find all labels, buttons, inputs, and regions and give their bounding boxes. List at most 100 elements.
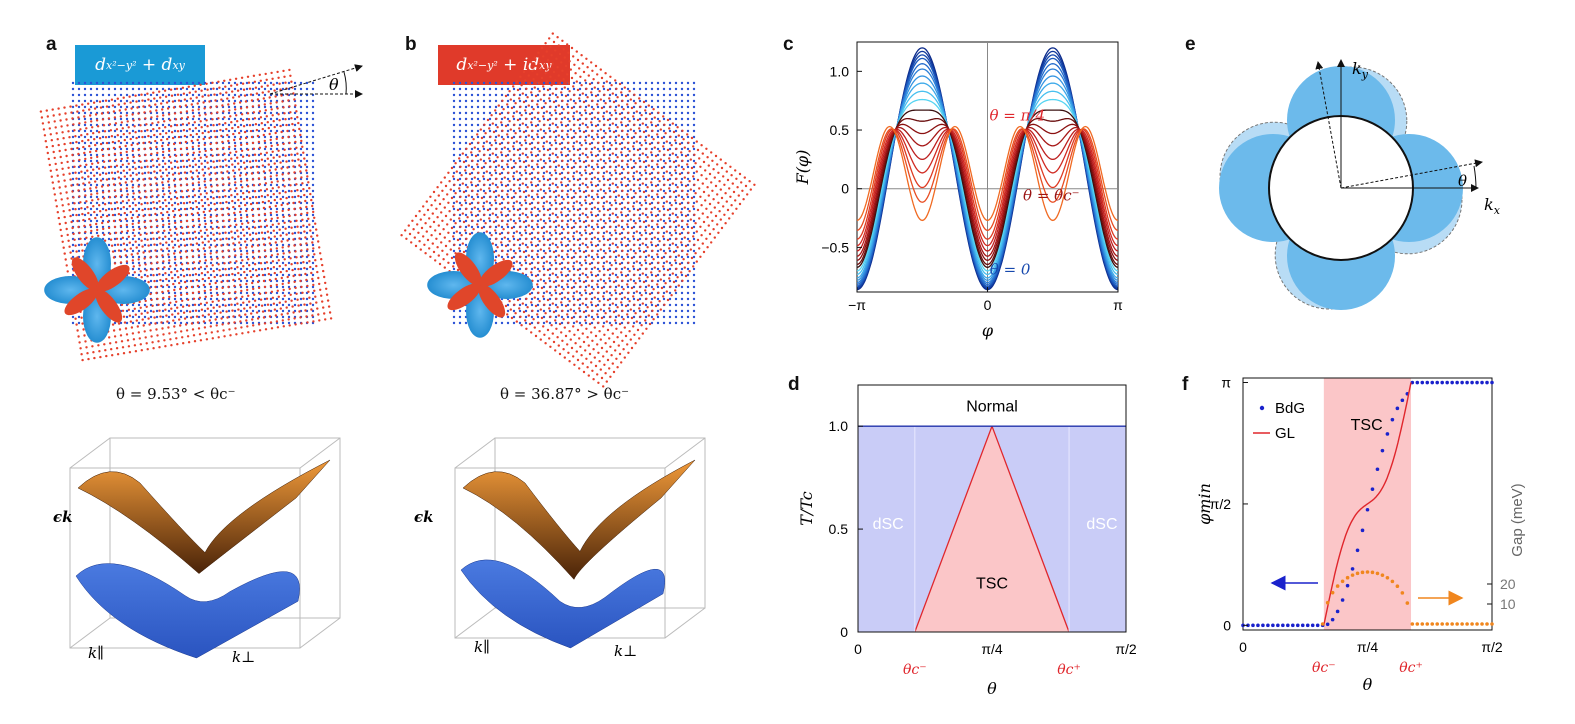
legend-label-bdg: BdG <box>1275 400 1305 417</box>
bdg-point <box>1355 548 1360 553</box>
gap-point <box>1415 622 1420 626</box>
kperp-label-a: k⊥ <box>232 648 255 666</box>
x-tick-label-red-f: θc⁺ <box>1399 660 1423 676</box>
y-axis-label-d: T/Tc <box>797 491 816 525</box>
y2-axis-label-f: Gap (meV) <box>1509 483 1526 556</box>
gap-point <box>1325 600 1330 605</box>
normal-label: Normal <box>966 399 1018 416</box>
kperp-label-b: k⊥ <box>614 642 637 660</box>
bdg-point <box>1445 380 1449 385</box>
bdg-point <box>1305 623 1310 628</box>
y-tick-label-c: 0.5 <box>830 122 850 138</box>
gap-point <box>1410 622 1415 626</box>
x-axis-label-c: φ <box>982 321 994 340</box>
bdg-point <box>1261 623 1265 628</box>
gap-point <box>1425 622 1430 626</box>
theta-label-a: θ <box>329 75 339 94</box>
annotation-c: θ = 0 <box>990 260 1031 278</box>
x-axis-label-d: θ <box>987 679 997 698</box>
bdg-point <box>1276 623 1280 628</box>
gap-point <box>1335 584 1340 588</box>
x-tick-label-c: π <box>1113 297 1123 313</box>
bdg-point <box>1450 380 1454 385</box>
bdg-point <box>1420 380 1425 385</box>
gap-point <box>1330 590 1335 595</box>
series-line-c <box>856 128 1119 252</box>
bdg-point <box>1480 380 1484 385</box>
bdg-point <box>1460 380 1464 385</box>
bdg-point <box>1330 617 1335 622</box>
y-tick-label-f: π/2 <box>1210 496 1232 512</box>
epsilon-label-a: ϵk <box>53 508 73 526</box>
legend-marker-bdg <box>1259 405 1265 411</box>
tsc-label-d: TSC <box>976 576 1008 593</box>
gap-point <box>1490 622 1494 626</box>
moire-lattice-b <box>400 32 756 388</box>
bdg-point <box>1415 380 1420 385</box>
orbital-clover-a <box>44 237 150 343</box>
y-tick-label-f: π <box>1221 375 1231 391</box>
bdg-point <box>1400 398 1405 403</box>
plot-frame-d <box>857 384 1127 633</box>
gap-point <box>1360 570 1365 575</box>
x-tick-label-red-f: θc⁻ <box>1312 660 1336 676</box>
bdg-point <box>1385 432 1390 436</box>
theta-arc-e <box>1473 165 1477 189</box>
bdg-point <box>1485 380 1489 385</box>
dsc-label-right: dSC <box>1086 516 1117 533</box>
series-line-c <box>856 129 1119 247</box>
epsilon-label-b: ϵk <box>414 508 434 526</box>
series-line-c <box>856 128 1119 240</box>
gap-point <box>1445 622 1449 626</box>
y2-tick-label-f: 10 <box>1500 596 1516 612</box>
x-tick-label-d: 0 <box>854 641 862 657</box>
y-axis-label-f: φmin <box>1195 483 1214 525</box>
x-tick-label-red-d: θc⁻ <box>903 662 927 678</box>
gap-point <box>1475 622 1479 626</box>
gap-point <box>1375 571 1380 576</box>
twist-angle-indicator: θ <box>269 64 363 98</box>
bdg-point <box>1295 623 1300 628</box>
gap-point <box>1390 579 1395 584</box>
series-line-c <box>856 123 1119 261</box>
tsc-boundary-right <box>991 425 1070 633</box>
bdg-point <box>1395 406 1400 411</box>
bdg-point <box>1425 380 1430 385</box>
series-line-c <box>856 128 1119 232</box>
x-tick-label-red-d: θc⁺ <box>1057 662 1081 678</box>
gap-point <box>1485 622 1489 626</box>
legend-label-gl: GL <box>1275 425 1295 442</box>
gap-point <box>1395 584 1400 589</box>
y-tick-label-c: 1.0 <box>830 63 850 79</box>
free-energy-chart: −π 0 π −0.5 0 0.5 1.0 φ F(φ) θ = π/4 θ = θc⁻ θ = 0 <box>793 41 1123 340</box>
ky-label: ky <box>1352 59 1369 81</box>
bdg-point <box>1380 448 1385 453</box>
bdg-point <box>1375 467 1380 472</box>
pairing-label-b: d x²−y² + id xy <box>438 45 570 85</box>
x-tick-label-f: 0 <box>1239 639 1247 655</box>
series-line-c <box>856 109 1119 269</box>
series-line-c <box>856 117 1119 266</box>
bdg-point <box>1340 598 1345 602</box>
tsc-label-f: TSC <box>1351 417 1383 434</box>
bdg-point <box>1350 567 1355 571</box>
gap-point <box>1460 622 1464 626</box>
gap-point <box>1465 622 1469 626</box>
y-tick-label-d: 0 <box>840 624 848 640</box>
gap-point <box>1405 601 1410 605</box>
gap-point <box>1480 622 1484 626</box>
bdg-point <box>1335 609 1340 614</box>
series-line-c <box>856 98 1119 272</box>
tsc-region <box>914 426 1070 632</box>
y-axis-label-c: F(φ) <box>793 150 812 186</box>
gap-point <box>1350 573 1355 577</box>
gap-point <box>1400 591 1405 595</box>
bdg-point <box>1475 380 1479 385</box>
panel-letter-a: a <box>46 34 57 55</box>
gap-point <box>1355 571 1360 576</box>
phase-minimum-chart: 0 π/2 π 20 10 0 π/4 π/2 θc⁻ θc⁺ θ φmin Gap (meV) BdG G… <box>1195 375 1526 694</box>
gap-point <box>1380 573 1385 577</box>
x-tick-label-c: −π <box>848 297 866 313</box>
y2-tick-label-f: 20 <box>1500 576 1516 592</box>
